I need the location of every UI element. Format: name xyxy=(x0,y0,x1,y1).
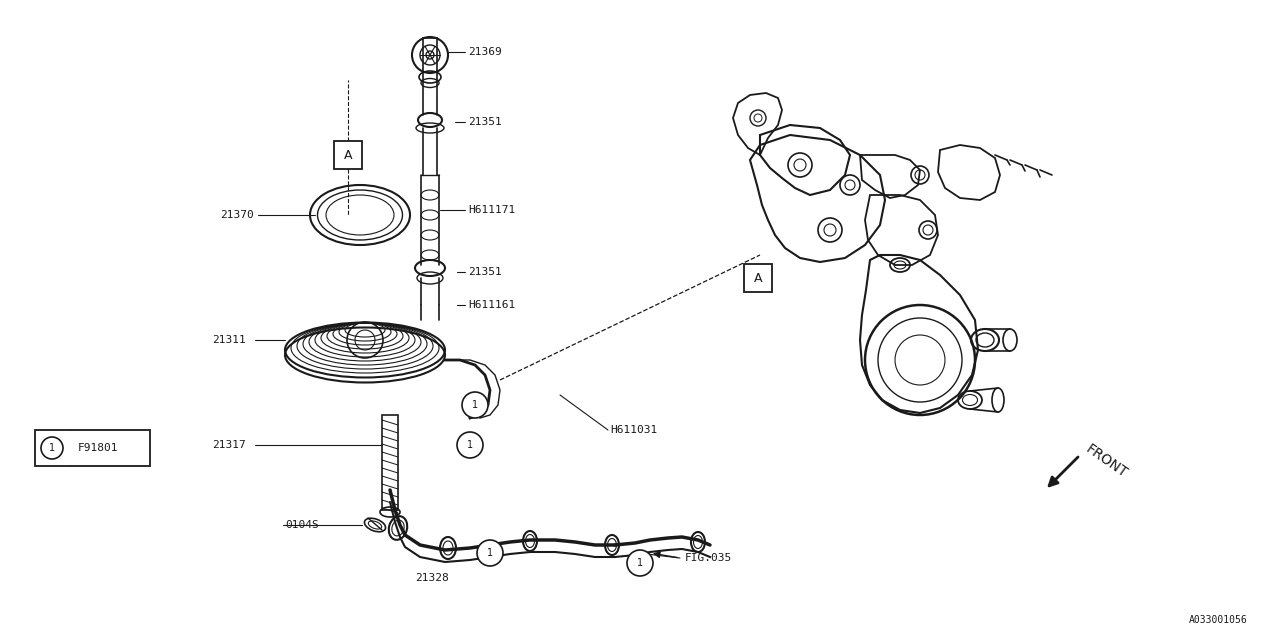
Text: 1: 1 xyxy=(486,548,493,558)
Circle shape xyxy=(462,392,488,418)
Text: 1: 1 xyxy=(49,443,55,453)
Text: H611171: H611171 xyxy=(468,205,516,215)
Text: 1: 1 xyxy=(472,400,477,410)
Circle shape xyxy=(41,437,63,459)
Text: 21370: 21370 xyxy=(220,210,253,220)
Text: A: A xyxy=(754,271,763,285)
Text: 21351: 21351 xyxy=(468,267,502,277)
Text: H611031: H611031 xyxy=(611,425,657,435)
Text: 1: 1 xyxy=(637,558,643,568)
Text: A033001056: A033001056 xyxy=(1189,615,1248,625)
Text: 1: 1 xyxy=(467,440,474,450)
Circle shape xyxy=(477,540,503,566)
Text: 21369: 21369 xyxy=(468,47,502,57)
Text: FRONT: FRONT xyxy=(1083,442,1130,480)
Text: 21351: 21351 xyxy=(468,117,502,127)
FancyBboxPatch shape xyxy=(334,141,362,169)
FancyBboxPatch shape xyxy=(35,430,150,466)
Text: 21328: 21328 xyxy=(415,573,449,583)
Text: F91801: F91801 xyxy=(78,443,119,453)
Text: H611161: H611161 xyxy=(468,300,516,310)
Text: A: A xyxy=(344,148,352,161)
Text: 0104S: 0104S xyxy=(285,520,319,530)
Text: 21311: 21311 xyxy=(212,335,246,345)
Text: FIG.035: FIG.035 xyxy=(685,553,732,563)
FancyBboxPatch shape xyxy=(744,264,772,292)
Text: 21317: 21317 xyxy=(212,440,246,450)
Circle shape xyxy=(627,550,653,576)
Circle shape xyxy=(457,432,483,458)
